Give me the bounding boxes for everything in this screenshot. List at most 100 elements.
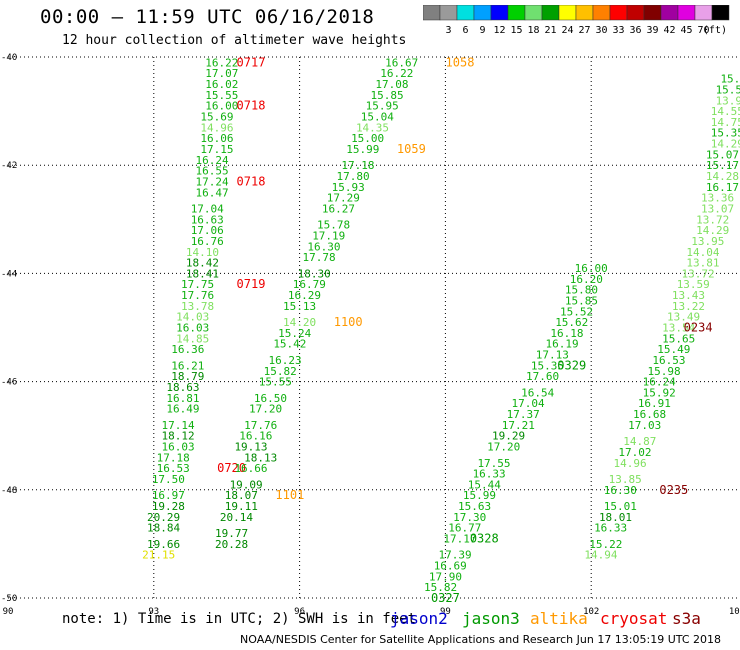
legend-tick-label: 33 xyxy=(612,25,624,35)
swh-value-label: 17.04 xyxy=(511,397,544,410)
swh-value-label: 17.90 xyxy=(429,570,462,583)
legend-swatch xyxy=(456,5,475,21)
legend-swatch xyxy=(660,5,679,21)
swh-value-label: 17.08 xyxy=(375,78,408,91)
legend-cryosat: cryosat xyxy=(600,609,668,628)
swh-value-label: 18.30 xyxy=(298,267,331,280)
swh-value-label: 13.78 xyxy=(181,300,214,313)
swh-value-label: 16.67 xyxy=(385,56,418,69)
swh-value-label: 13.07 xyxy=(701,202,734,215)
swh-value-label: 18.41 xyxy=(186,267,219,280)
x-tick-label: 90 xyxy=(3,607,14,617)
swh-value-label: 17.15 xyxy=(200,143,233,156)
swh-value-label: 16.00 xyxy=(575,262,608,275)
swh-value-label: 15.99 xyxy=(346,143,379,156)
swh-value-label: 15.07 xyxy=(706,148,739,161)
swh-value-label: 16.47 xyxy=(196,186,229,199)
swh-value-label: 15.13 xyxy=(283,300,316,313)
swh-value-label: 16.76 xyxy=(191,235,224,248)
swh-value-label: 13.54 xyxy=(662,322,695,335)
swh-value-label: 13.49 xyxy=(667,311,700,324)
swh-value-label: 15.80 xyxy=(565,284,598,297)
swh-value-label: 19.09 xyxy=(230,478,263,491)
legend-jason3: jason3 xyxy=(462,609,520,628)
swh-value-label: 18.01 xyxy=(599,511,632,524)
swh-value-label: 17.14 xyxy=(162,419,195,432)
swh-value-label: 16.22 xyxy=(205,56,238,69)
swh-value-label: 15.93 xyxy=(332,181,365,194)
swh-value-label: 15.52 xyxy=(560,305,593,318)
swh-value-label: 17.24 xyxy=(196,175,229,188)
swh-value-label: 13.72 xyxy=(696,213,729,226)
swh-value-label: 15.35 xyxy=(711,127,740,140)
swh-value-label: 16.79 xyxy=(293,278,326,291)
swh-value-label: 18.42 xyxy=(186,257,219,270)
swh-value-label: 17.29 xyxy=(327,192,360,205)
swh-value-label: 15.98 xyxy=(648,365,681,378)
swh-value-label: 15.22 xyxy=(589,538,622,551)
x-tick-label: 105 xyxy=(729,607,740,617)
swh-value-label: 17.13 xyxy=(536,349,569,362)
swh-value-label: 16.81 xyxy=(166,392,199,405)
swh-value-label: 15.78 xyxy=(317,219,350,232)
swh-value-label: 15.85 xyxy=(565,294,598,307)
swh-value-label: 15.62 xyxy=(555,316,588,329)
time-label: 0717 xyxy=(237,55,266,69)
swh-value-label: 17.21 xyxy=(502,419,535,432)
time-label: 0719 xyxy=(237,277,266,291)
swh-value-label: 16.30 xyxy=(307,240,340,253)
swh-value-label: 15.63 xyxy=(458,500,491,513)
swh-value-label: 16.16 xyxy=(239,430,272,443)
swh-value-label: 17.78 xyxy=(302,251,335,264)
legend-s3a: s3a xyxy=(672,609,701,628)
time-label: 0328 xyxy=(470,531,499,545)
swh-value-label: 17.20 xyxy=(249,403,282,416)
swh-value-label: 14.29 xyxy=(696,224,729,237)
legend-tick-label: 12 xyxy=(493,25,505,35)
color-scale-legend: 3 6 9 12 15 18 21 24 27 30 33 36 39 42 45 70(ft) xyxy=(423,5,730,35)
swh-value-label: 16.36 xyxy=(171,343,204,356)
swh-value-label: 15.65 xyxy=(662,332,695,345)
swh-value-label: 16.54 xyxy=(521,386,554,399)
swh-value-label: 18.12 xyxy=(162,430,195,443)
swh-value-label: 15.99 xyxy=(463,489,496,502)
legend-tick-label: 21 xyxy=(544,25,556,35)
legend-jason2: jason2 xyxy=(390,609,448,628)
legend-swatch xyxy=(524,5,543,21)
swh-value-label: 17.02 xyxy=(618,446,651,459)
swh-value-label: 19.77 xyxy=(215,527,248,540)
legend-swatch xyxy=(694,5,713,21)
legend-swatch xyxy=(507,5,526,21)
footer-credit: NOAA/NESDIS Center for Satellite Applica… xyxy=(240,633,722,646)
swh-value-label: 17.55 xyxy=(477,457,510,470)
legend-tick-label: 6 xyxy=(462,25,468,35)
time-label: 0327 xyxy=(431,591,460,605)
swh-value-label: 15.92 xyxy=(643,386,676,399)
swh-value-label: 17.50 xyxy=(152,473,185,486)
swh-value-label: 15.55 xyxy=(259,376,292,389)
time-label: 0235 xyxy=(659,483,688,497)
swh-value-label: 15.17 xyxy=(706,159,739,172)
y-tick-label: -42 xyxy=(1,161,17,171)
swh-value-label: 14.04 xyxy=(686,246,719,259)
legend-tick-label: 45 xyxy=(680,25,692,35)
swh-value-label: 19.13 xyxy=(234,441,267,454)
y-tick-label: -40 xyxy=(1,53,17,63)
swh-value-label: 13.72 xyxy=(682,267,715,280)
swh-value-label: 17.18 xyxy=(157,451,190,464)
swh-value-label: 16.50 xyxy=(254,392,287,405)
swh-value-label: 17.07 xyxy=(205,67,238,80)
y-tick-label: -50 xyxy=(1,594,17,604)
swh-value-label: 16.20 xyxy=(570,273,603,286)
swh-value-label: 19.28 xyxy=(152,500,185,513)
y-tick-label: -46 xyxy=(1,378,17,388)
time-label: 0718 xyxy=(237,174,266,188)
legend-tick-label: 70 xyxy=(697,25,709,35)
swh-value-label: 19.66 xyxy=(147,538,180,551)
legend-tick-label: 9 xyxy=(479,25,485,35)
swh-value-label: 17.20 xyxy=(487,441,520,454)
swh-value-label: 16.21 xyxy=(171,359,204,372)
swh-value-label: 18.63 xyxy=(166,381,199,394)
swh-value-label: 16.77 xyxy=(448,522,481,535)
swh-value-label: 15.85 xyxy=(371,89,404,102)
